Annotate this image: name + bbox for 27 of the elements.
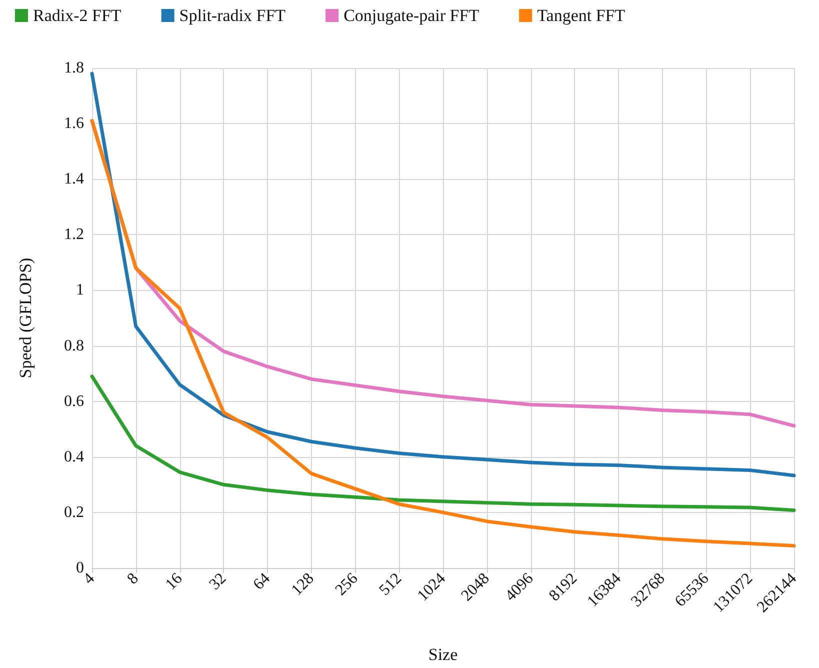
legend-label: Tangent FFT <box>537 6 626 25</box>
y-tick-label: 1.6 <box>64 115 84 132</box>
x-tick-label: 64 <box>250 570 274 594</box>
y-axis-title: Speed (GFLOPS) <box>16 258 35 378</box>
line-series <box>90 119 796 548</box>
y-tick-label: 0.4 <box>64 448 84 466</box>
y-tick-label: 1.2 <box>64 226 84 244</box>
x-axis-title: Size <box>428 645 458 664</box>
y-tick-label: 0.2 <box>64 504 84 521</box>
legend-label: Split-radix FFT <box>179 6 286 25</box>
x-tick-label: 8192 <box>546 570 581 605</box>
x-tick-label: 16 <box>162 570 186 594</box>
x-tick-label: 256 <box>332 570 362 599</box>
line-series <box>90 374 796 512</box>
y-tick-label: 1.8 <box>64 60 84 76</box>
x-tick-label: 32 <box>206 570 230 594</box>
x-tick-label: 128 <box>288 570 318 599</box>
y-tick-label: 0 <box>76 560 84 576</box>
x-tick-label: 512 <box>376 570 406 599</box>
legend-label: Radix-2 FFT <box>33 6 122 25</box>
y-tick-label: 1 <box>76 282 84 299</box>
y-tick-label: 0.8 <box>64 337 84 354</box>
line-series <box>90 72 796 478</box>
x-tick-label: 8 <box>124 570 142 588</box>
legend-label: Conjugate-pair FFT <box>344 6 480 25</box>
y-tick-label: 1.4 <box>64 170 84 188</box>
y-tick-label: 0.6 <box>64 392 84 410</box>
